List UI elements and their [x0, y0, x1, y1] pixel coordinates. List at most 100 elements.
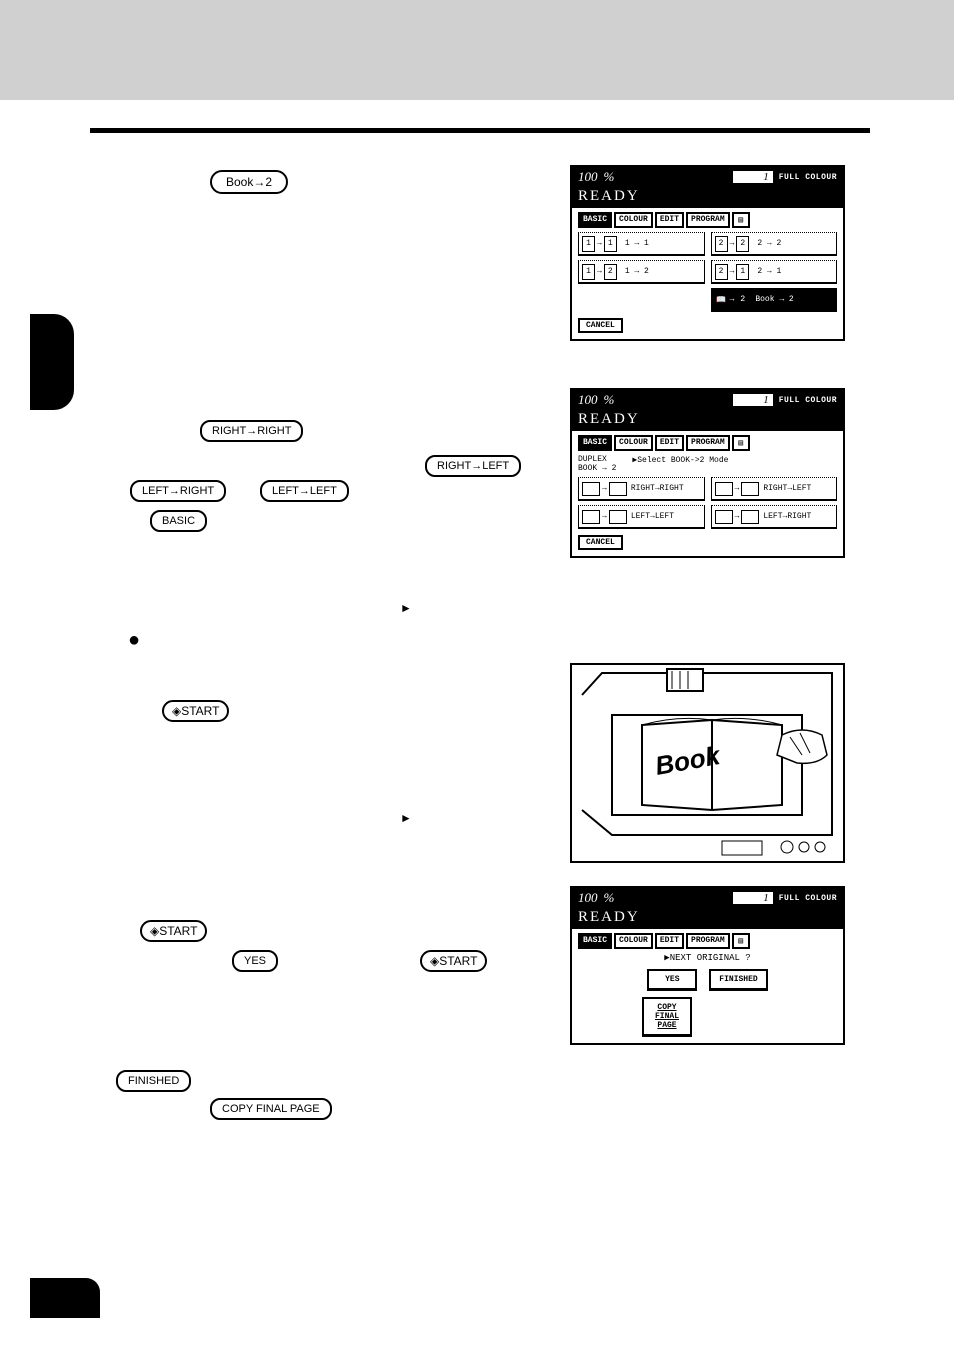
tab-edit[interactable]: EDIT — [655, 212, 684, 228]
label: YES — [244, 955, 266, 967]
tab-basic[interactable]: BASIC — [578, 212, 612, 228]
tab-edit[interactable]: EDIT — [655, 933, 684, 949]
status-ready: READY — [572, 410, 843, 431]
label: RIGHT→LEFT — [763, 484, 811, 493]
label: RIGHT→LEFT — [437, 460, 509, 472]
label: 2 → 2 — [757, 239, 781, 248]
basic-button[interactable]: BASIC — [150, 510, 207, 532]
opt-1-1[interactable]: 1→11 → 1 — [578, 232, 705, 256]
zoom-unit: % — [604, 392, 615, 408]
opt-1-2[interactable]: 1→21 → 2 — [578, 260, 705, 284]
tab-colour[interactable]: COLOUR — [614, 212, 653, 228]
label: LEFT→LEFT — [631, 512, 674, 521]
copy-final-page-button[interactable]: COPY FINAL PAGE — [642, 997, 692, 1037]
sub1: DUPLEX — [578, 455, 607, 464]
quantity: 1 — [733, 394, 773, 406]
label: ◈START — [430, 954, 477, 968]
lcd-panel-book-mode: 100 % 1 FULL COLOUR READY BASIC COLOUR E… — [570, 388, 845, 558]
book-svg: Book — [572, 665, 845, 863]
page-number-tab — [30, 1278, 100, 1318]
colour-mode: FULL COLOUR — [779, 173, 837, 182]
tab-basic[interactable]: BASIC — [578, 933, 612, 949]
lcd-header: 100 % 1 FULL COLOUR — [572, 888, 843, 908]
left-left-button[interactable]: LEFT→LEFT — [260, 480, 349, 502]
start-button-2[interactable]: ◈START — [140, 920, 207, 942]
yes-button[interactable]: YES — [647, 969, 697, 991]
lcd-panel-next-original: 100 % 1 FULL COLOUR READY BASIC COLOUR E… — [570, 886, 845, 1045]
opt-2-1[interactable]: 2→12 → 1 — [711, 260, 838, 284]
label: COPY FINAL PAGE — [222, 1103, 320, 1115]
tab-basic[interactable]: BASIC — [578, 435, 612, 451]
quantity: 1 — [733, 171, 773, 183]
opt-book-2[interactable]: 📖→2Book → 2 — [711, 288, 838, 312]
bullet-icon: ● — [128, 630, 140, 650]
tab-extra-icon[interactable]: ▤ — [732, 933, 750, 949]
lcd-header: 100 % 1 FULL COLOUR — [572, 390, 843, 410]
label: FINISHED — [128, 1075, 179, 1087]
tab-extra-icon[interactable]: ▤ — [732, 435, 750, 451]
tab-extra-icon[interactable]: ▤ — [732, 212, 750, 228]
play-icon: ► — [400, 601, 412, 615]
quantity: 1 — [733, 892, 773, 904]
play-icon-2: ► — [400, 811, 412, 825]
label: LEFT→LEFT — [272, 485, 337, 497]
label: BASIC — [162, 515, 195, 527]
tab-colour[interactable]: COLOUR — [614, 435, 653, 451]
tab-colour[interactable]: COLOUR — [614, 933, 653, 949]
right-right-button[interactable]: RIGHT→RIGHT — [200, 420, 303, 442]
label: RIGHT→RIGHT — [631, 484, 684, 493]
header-grey-band — [0, 0, 954, 100]
start-button-1[interactable]: ◈START — [162, 700, 229, 722]
zoom-unit: % — [604, 890, 615, 906]
book-to-2-button[interactable]: Book→2 — [210, 170, 288, 194]
lcd-panel-duplex-options: 100 % 1 FULL COLOUR READY BASIC COLOUR E… — [570, 165, 845, 341]
prompt: ▶Select BOOK->2 Mode — [632, 455, 728, 473]
colour-mode: FULL COLOUR — [779, 396, 837, 405]
label: ◈START — [150, 924, 197, 938]
side-tab — [30, 314, 74, 410]
prompt: ▶NEXT ORIGINAL ? — [578, 953, 837, 963]
book-illustration: Book — [570, 663, 845, 863]
finished-button[interactable]: FINISHED — [709, 969, 767, 991]
opt-lr[interactable]: →LEFT→RIGHT — [711, 505, 838, 529]
horizontal-rule — [90, 128, 870, 133]
label: RIGHT→RIGHT — [212, 425, 291, 437]
label: LEFT→RIGHT — [142, 485, 214, 497]
finished-button[interactable]: FINISHED — [116, 1070, 191, 1092]
sub-header: DUPLEXBOOK → 2 ▶Select BOOK->2 Mode — [578, 455, 837, 473]
copy-final-page-button[interactable]: COPY FINAL PAGE — [210, 1098, 332, 1120]
tab-edit[interactable]: EDIT — [655, 435, 684, 451]
start-button-3[interactable]: ◈START — [420, 950, 487, 972]
lcd-tabs: BASIC COLOUR EDIT PROGRAM ▤ — [578, 435, 837, 451]
status-ready: READY — [572, 187, 843, 208]
label: ◈START — [172, 704, 219, 718]
opt-rl[interactable]: →RIGHT→LEFT — [711, 477, 838, 501]
left-right-button[interactable]: LEFT→RIGHT — [130, 480, 226, 502]
lcd-tabs: BASIC COLOUR EDIT PROGRAM ▤ — [578, 933, 837, 949]
label: Book→2 — [226, 175, 272, 189]
right-left-button[interactable]: RIGHT→LEFT — [425, 455, 521, 477]
zoom-value: 100 — [578, 392, 598, 408]
yes-button[interactable]: YES — [232, 950, 278, 972]
opt-rr[interactable]: →RIGHT→RIGHT — [578, 477, 705, 501]
tab-program[interactable]: PROGRAM — [686, 933, 730, 949]
label: 1 → 2 — [625, 267, 649, 276]
tab-program[interactable]: PROGRAM — [686, 212, 730, 228]
label: 1 → 1 — [625, 239, 649, 248]
lcd-header: 100 % 1 FULL COLOUR — [572, 167, 843, 187]
label: Book → 2 — [755, 295, 793, 304]
opt-2-2[interactable]: 2→22 → 2 — [711, 232, 838, 256]
colour-mode: FULL COLOUR — [779, 894, 837, 903]
status-ready: READY — [572, 908, 843, 929]
zoom-value: 100 — [578, 890, 598, 906]
lcd-tabs: BASIC COLOUR EDIT PROGRAM ▤ — [578, 212, 837, 228]
sub2: BOOK → 2 — [578, 464, 616, 473]
label: LEFT→RIGHT — [763, 512, 811, 521]
zoom-value: 100 — [578, 169, 598, 185]
cancel-button[interactable]: CANCEL — [578, 318, 623, 333]
cancel-button[interactable]: CANCEL — [578, 535, 623, 550]
opt-ll[interactable]: →LEFT→LEFT — [578, 505, 705, 529]
zoom-unit: % — [604, 169, 615, 185]
label: 2 → 1 — [757, 267, 781, 276]
tab-program[interactable]: PROGRAM — [686, 435, 730, 451]
